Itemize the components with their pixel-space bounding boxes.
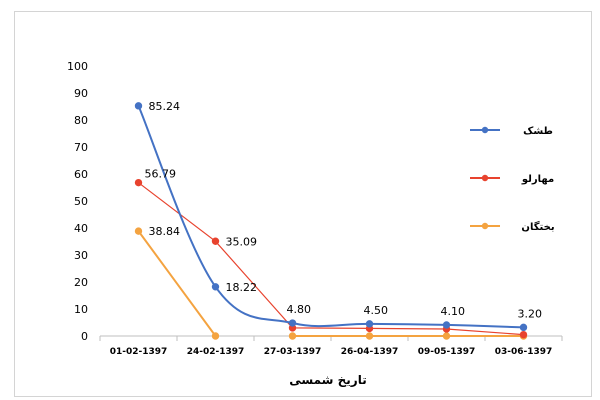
y-axis: 0 10 20 30 40 50 60 70 80 90 100	[67, 60, 88, 343]
data-point	[288, 319, 297, 327]
legend-label: مهارلو	[521, 174, 554, 185]
y-tick-label: 70	[74, 141, 88, 154]
legend-label: بختگان	[521, 220, 554, 233]
data-point	[519, 323, 528, 332]
y-tick-label: 50	[74, 195, 88, 208]
data-label: 4.10	[441, 305, 466, 318]
x-tick-label: 09-05-1397	[418, 347, 476, 357]
series-line	[137, 230, 217, 337]
legend-swatch-marker	[481, 222, 489, 230]
x-tick-label: 01-02-1397	[110, 347, 168, 357]
y-tick-label: 90	[74, 87, 88, 100]
data-point	[519, 330, 528, 339]
x-tick-label: 03-06-1397	[495, 347, 553, 357]
y-tick-label: 100	[67, 60, 88, 73]
x-tick-label: 24-02-1397	[187, 347, 245, 357]
y-tick-label: 20	[74, 276, 88, 289]
data-label: 85.24	[149, 100, 181, 113]
legend: طشک مهارلو بختگان	[470, 126, 555, 233]
series-line	[138, 182, 524, 336]
data-label: 56.79	[145, 168, 177, 181]
data-point	[211, 237, 220, 245]
y-tick-label: 40	[74, 222, 88, 235]
data-label: 18.22	[226, 281, 258, 294]
data-label: 38.84	[149, 225, 181, 238]
legend-label: طشک	[523, 126, 553, 137]
x-tick-label: 27-03-1397	[264, 347, 322, 357]
data-point	[365, 332, 374, 340]
y-tick-label: 60	[74, 168, 88, 181]
x-axis: 01-02-1397 24-02-1397 27-03-1397 26-04-1397…	[99, 335, 563, 357]
data-labels: 38.84 56.79 35.09 85.24 18.22 4.80 4.50 4.10 3.2…	[145, 100, 543, 321]
data-point	[365, 320, 374, 328]
y-tick-label: 0	[81, 330, 88, 343]
y-tick-label: 10	[74, 303, 88, 316]
series-line	[137, 105, 524, 329]
data-point	[288, 332, 297, 340]
data-point	[442, 321, 451, 329]
series-layer	[134, 102, 528, 340]
y-tick-label: 80	[74, 114, 88, 127]
data-label: 3.20	[518, 307, 543, 320]
legend-swatch-marker	[481, 126, 489, 134]
data-label: 4.50	[364, 304, 389, 317]
x-axis-title: تاریخ شمسی	[289, 373, 366, 387]
data-point	[134, 178, 143, 187]
y-tick-label: 30	[74, 249, 88, 262]
data-point	[134, 227, 143, 235]
data-point	[442, 332, 451, 340]
legend-swatch-marker	[481, 174, 489, 182]
data-label: 4.80	[287, 303, 312, 316]
data-point	[211, 283, 220, 291]
data-point	[134, 102, 143, 110]
data-point	[211, 332, 220, 340]
data-label: 35.09	[226, 235, 258, 248]
x-tick-label: 26-04-1397	[341, 347, 399, 357]
